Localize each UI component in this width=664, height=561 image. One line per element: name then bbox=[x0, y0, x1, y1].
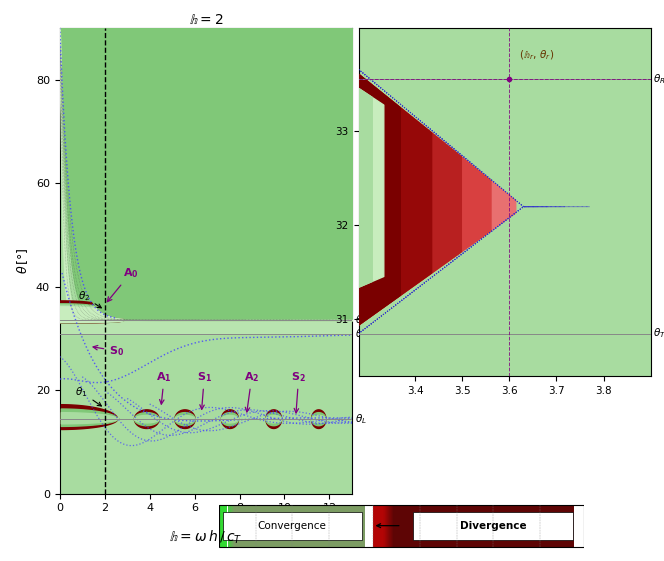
Text: Convergence: Convergence bbox=[258, 521, 327, 531]
Text: $\theta_1$: $\theta_1$ bbox=[76, 385, 102, 406]
Bar bbox=[389, 505, 489, 547]
Bar bbox=[393, 505, 574, 547]
Bar bbox=[232, 505, 327, 547]
Bar bbox=[232, 505, 319, 547]
Bar bbox=[219, 505, 227, 547]
Text: $\theta_R$: $\theta_R$ bbox=[355, 313, 368, 327]
Text: $\theta_R$: $\theta_R$ bbox=[653, 72, 664, 86]
Bar bbox=[234, 505, 357, 547]
Text: $\mathbf{S_0}$: $\mathbf{S_0}$ bbox=[93, 344, 124, 358]
Bar bbox=[229, 505, 265, 547]
Text: $\mathbf{S_1}$: $\mathbf{S_1}$ bbox=[197, 370, 212, 410]
Text: $\theta_2$: $\theta_2$ bbox=[78, 289, 102, 308]
Bar bbox=[386, 505, 426, 547]
Bar bbox=[231, 505, 303, 547]
Bar bbox=[386, 505, 436, 547]
Bar bbox=[230, 505, 273, 547]
Bar bbox=[388, 505, 479, 547]
Bar bbox=[388, 505, 468, 547]
Bar bbox=[230, 505, 280, 547]
Text: Divergence: Divergence bbox=[459, 521, 527, 531]
Text: $(\mathbb{h}_r,\, \theta_r)$: $(\mathbb{h}_r,\, \theta_r)$ bbox=[519, 48, 554, 62]
Bar bbox=[234, 505, 365, 547]
Text: $\theta_L$: $\theta_L$ bbox=[355, 412, 367, 426]
Bar bbox=[228, 505, 250, 547]
Bar bbox=[232, 505, 334, 547]
Bar bbox=[223, 512, 361, 540]
Bar bbox=[390, 505, 521, 547]
Text: $\mathbb{h} = \omega\, h\, /\, c_T$: $\mathbb{h} = \omega\, h\, /\, c_T$ bbox=[169, 528, 242, 546]
Bar bbox=[228, 505, 242, 547]
Text: $\theta_T$: $\theta_T$ bbox=[653, 327, 664, 341]
Bar bbox=[392, 505, 563, 547]
Bar bbox=[230, 505, 296, 547]
Bar bbox=[413, 512, 574, 540]
Bar bbox=[228, 505, 234, 547]
Bar bbox=[233, 505, 342, 547]
Bar bbox=[231, 505, 311, 547]
Y-axis label: $\theta\,[°]$: $\theta\,[°]$ bbox=[15, 247, 31, 274]
Bar bbox=[385, 505, 415, 547]
Bar bbox=[392, 505, 552, 547]
Bar bbox=[230, 505, 288, 547]
Bar bbox=[387, 505, 447, 547]
Text: $\mathbf{A_0}$: $\mathbf{A_0}$ bbox=[108, 266, 138, 302]
Text: $\theta_T$: $\theta_T$ bbox=[355, 327, 369, 341]
Title: $\mathbb{h} = 2$: $\mathbb{h} = 2$ bbox=[189, 13, 223, 27]
Bar bbox=[373, 505, 383, 547]
Bar bbox=[233, 505, 349, 547]
Bar bbox=[391, 505, 531, 547]
Text: $\mathbf{A_2}$: $\mathbf{A_2}$ bbox=[244, 370, 260, 412]
Bar bbox=[390, 505, 499, 547]
Text: $\mathbf{S_2}$: $\mathbf{S_2}$ bbox=[291, 370, 306, 413]
Bar bbox=[384, 505, 394, 547]
Bar bbox=[390, 505, 510, 547]
Bar bbox=[219, 505, 584, 547]
Bar bbox=[392, 505, 542, 547]
Text: $\mathbf{A_1}$: $\mathbf{A_1}$ bbox=[157, 370, 172, 404]
Bar bbox=[228, 505, 258, 547]
Bar bbox=[384, 505, 404, 547]
Bar bbox=[387, 505, 457, 547]
